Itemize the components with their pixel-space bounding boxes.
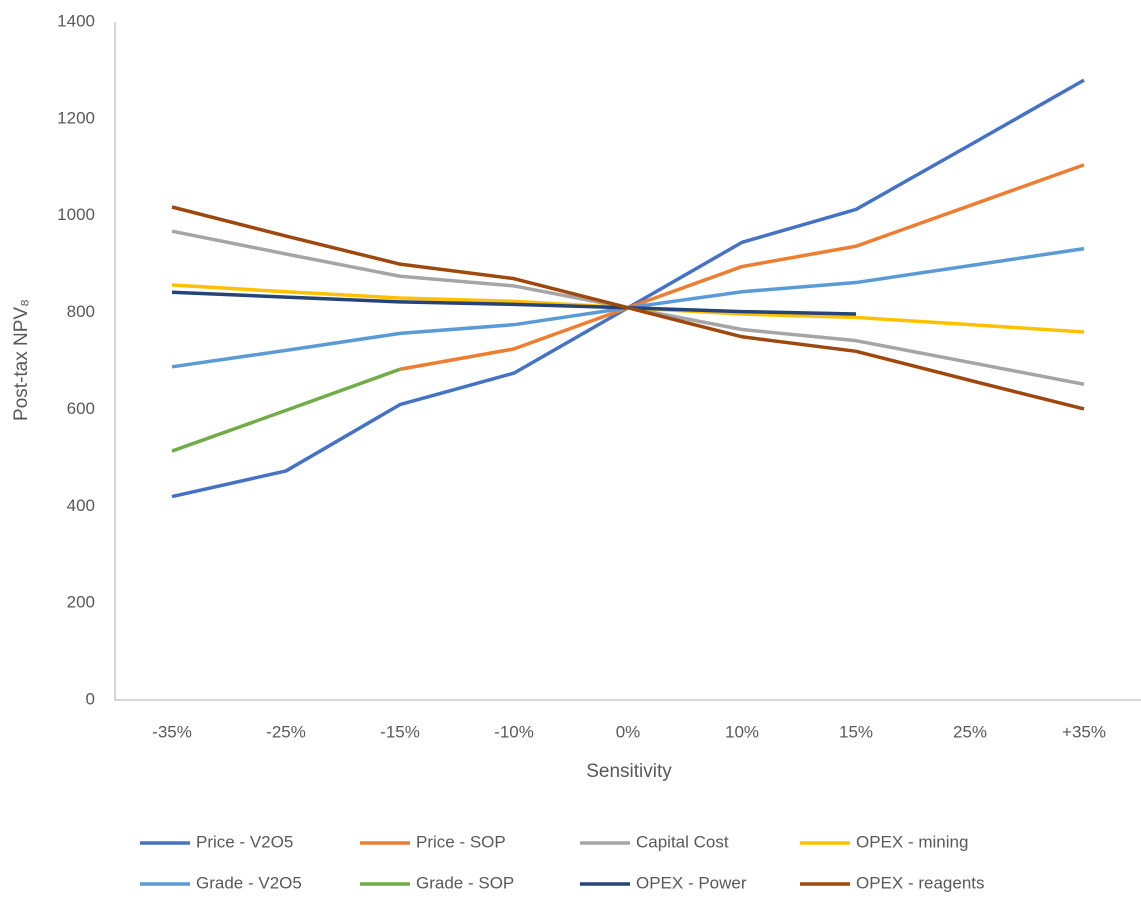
series-line <box>171 367 401 453</box>
x-tick-label: -35% <box>152 722 192 741</box>
y-axis-title: Post-tax NPV₈ <box>11 299 32 421</box>
x-tick-label: -25% <box>266 722 306 741</box>
x-tick-label: 15% <box>839 722 873 741</box>
y-tick-label: 1400 <box>57 11 95 30</box>
x-tick-label: +35% <box>1062 722 1106 741</box>
legend-label: OPEX - Power <box>636 873 747 892</box>
x-tick-label: 0% <box>616 722 641 741</box>
x-tick-label: 25% <box>953 722 987 741</box>
y-tick-label: 200 <box>67 593 95 612</box>
x-tick-label: 10% <box>725 722 759 741</box>
legend-label: Grade - SOP <box>416 873 514 892</box>
series-line <box>171 290 857 316</box>
legend-label: OPEX - reagents <box>856 873 985 892</box>
series-line <box>399 163 1085 371</box>
y-tick-label: 400 <box>67 496 95 515</box>
legend-label: Capital Cost <box>636 832 729 851</box>
legend-label: Price - V2O5 <box>196 832 293 851</box>
y-tick-label: 1000 <box>57 205 95 224</box>
legend-label: OPEX - mining <box>856 832 968 851</box>
series-line <box>171 78 1085 499</box>
series-line <box>171 205 1085 411</box>
y-tick-label: 800 <box>67 302 95 321</box>
legend-label: Price - SOP <box>416 832 506 851</box>
x-tick-label: -15% <box>380 722 420 741</box>
x-tick-label: -10% <box>494 722 534 741</box>
y-tick-label: 0 <box>86 689 95 708</box>
legend-label: Grade - V2O5 <box>196 873 302 892</box>
y-tick-label: 600 <box>67 399 95 418</box>
y-tick-label: 1200 <box>57 108 95 127</box>
x-axis-title: Sensitivity <box>586 761 672 782</box>
